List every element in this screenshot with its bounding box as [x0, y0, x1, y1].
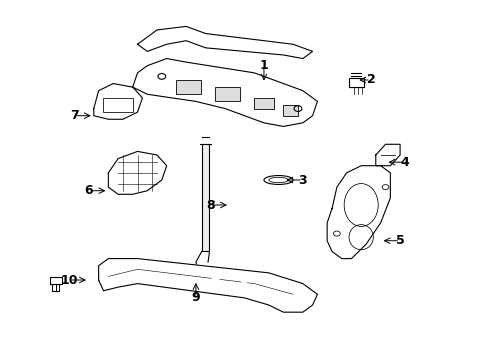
Circle shape	[269, 277, 277, 283]
Text: 6: 6	[84, 184, 93, 197]
Bar	[254, 98, 273, 109]
Text: 8: 8	[206, 198, 214, 212]
Polygon shape	[326, 166, 389, 258]
Ellipse shape	[264, 176, 292, 184]
Circle shape	[153, 277, 161, 283]
Text: 5: 5	[395, 234, 404, 247]
Bar	[201, 144, 209, 251]
Text: 3: 3	[298, 174, 306, 186]
Bar	[176, 80, 201, 94]
Text: 9: 9	[191, 291, 200, 305]
Text: 4: 4	[400, 156, 408, 168]
Polygon shape	[375, 144, 399, 166]
Polygon shape	[94, 84, 142, 119]
Circle shape	[240, 277, 248, 283]
Polygon shape	[137, 26, 312, 59]
Bar	[50, 277, 62, 284]
Circle shape	[182, 277, 190, 283]
Text: 1: 1	[259, 59, 268, 72]
Polygon shape	[132, 59, 317, 126]
Circle shape	[123, 277, 131, 283]
Polygon shape	[99, 258, 317, 312]
Bar	[215, 87, 239, 102]
Text: 10: 10	[61, 274, 78, 287]
Bar	[283, 105, 297, 116]
Circle shape	[211, 277, 219, 283]
Polygon shape	[108, 152, 166, 194]
Bar	[103, 98, 132, 112]
Text: 2: 2	[366, 73, 374, 86]
Text: 7: 7	[70, 109, 79, 122]
Bar	[348, 78, 363, 87]
